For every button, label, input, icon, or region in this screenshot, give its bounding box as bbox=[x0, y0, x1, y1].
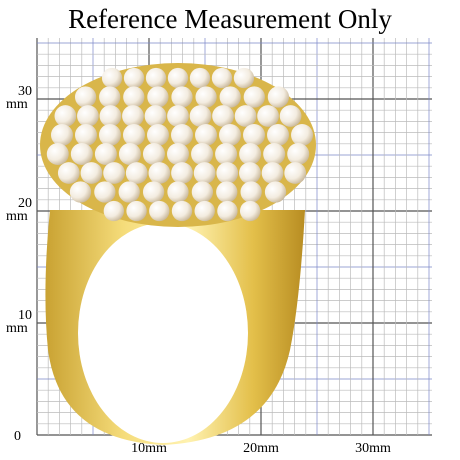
pearl bbox=[94, 181, 116, 203]
y-label-number: 20 bbox=[18, 196, 32, 211]
pearl bbox=[279, 105, 302, 127]
pearl bbox=[142, 143, 165, 165]
pearl bbox=[103, 200, 125, 222]
pearl bbox=[261, 162, 284, 184]
pearl bbox=[243, 86, 265, 108]
pearl bbox=[80, 162, 103, 184]
pearl bbox=[148, 162, 171, 184]
pearl bbox=[99, 105, 122, 127]
pearl bbox=[240, 181, 262, 203]
pearls bbox=[46, 67, 314, 222]
pearl bbox=[243, 124, 266, 146]
pearl bbox=[77, 105, 99, 127]
pearl bbox=[171, 86, 193, 108]
pearl bbox=[70, 143, 93, 165]
pearl bbox=[171, 200, 193, 222]
pearl bbox=[167, 181, 189, 203]
pearl bbox=[147, 124, 169, 146]
pearl bbox=[194, 200, 215, 222]
pearl bbox=[46, 143, 69, 165]
pearl bbox=[118, 143, 141, 165]
pearl bbox=[54, 105, 77, 127]
pearl bbox=[171, 124, 193, 146]
pearl bbox=[193, 162, 216, 184]
pearl bbox=[99, 86, 121, 108]
pearl bbox=[233, 67, 255, 89]
pearl bbox=[287, 143, 310, 165]
pearl bbox=[101, 67, 123, 89]
pearl bbox=[267, 86, 290, 108]
pearl bbox=[171, 162, 193, 184]
pearl bbox=[284, 162, 307, 184]
pearl bbox=[123, 67, 145, 89]
title: Reference Measurement Only bbox=[68, 4, 392, 34]
pearl bbox=[125, 162, 148, 184]
pearl bbox=[239, 143, 262, 165]
pearl bbox=[191, 143, 214, 165]
pearl bbox=[216, 181, 238, 203]
pearl bbox=[118, 181, 140, 203]
pearl bbox=[239, 162, 261, 184]
x-label: 30mm bbox=[355, 441, 391, 456]
pearl bbox=[145, 67, 167, 89]
pearl bbox=[167, 143, 189, 165]
pearl bbox=[257, 105, 279, 127]
pearl bbox=[122, 105, 144, 127]
ring-hole bbox=[78, 223, 248, 443]
pearl bbox=[195, 124, 217, 146]
pearl bbox=[219, 86, 241, 108]
y-label-unit: mm bbox=[6, 321, 28, 336]
pearl bbox=[57, 162, 80, 184]
pearl bbox=[219, 124, 241, 146]
x-label: 10mm bbox=[131, 441, 167, 456]
pearl bbox=[69, 181, 92, 203]
pearl bbox=[215, 143, 238, 165]
pearl bbox=[189, 105, 212, 127]
pearl bbox=[94, 143, 117, 165]
pearl bbox=[147, 86, 169, 108]
pearl bbox=[189, 67, 211, 89]
pearl bbox=[142, 181, 165, 203]
pearl bbox=[195, 86, 217, 108]
pearl bbox=[264, 181, 287, 203]
pearl bbox=[74, 124, 97, 146]
pearl bbox=[234, 105, 257, 127]
pearl bbox=[211, 67, 233, 89]
pearl bbox=[144, 105, 167, 127]
x-label: 20mm bbox=[243, 441, 279, 456]
y-label-unit: mm bbox=[6, 97, 28, 112]
pearl bbox=[217, 200, 238, 222]
pearl bbox=[167, 67, 189, 89]
pearl bbox=[267, 124, 290, 146]
pearl bbox=[263, 143, 286, 165]
pearl bbox=[212, 105, 234, 127]
pearl bbox=[126, 200, 147, 222]
pearl bbox=[216, 162, 239, 184]
pearl bbox=[149, 200, 170, 222]
pearl bbox=[98, 124, 121, 146]
ring bbox=[40, 63, 316, 445]
pearl bbox=[123, 124, 145, 146]
pearl bbox=[167, 105, 189, 127]
pearl bbox=[191, 181, 214, 203]
pearl bbox=[291, 124, 314, 146]
y-label-number: 30 bbox=[18, 84, 32, 99]
y-label-number: 0 bbox=[14, 429, 21, 444]
pearl bbox=[123, 86, 145, 108]
pearl bbox=[74, 86, 97, 108]
y-label-number: 10 bbox=[18, 308, 32, 323]
pearl bbox=[50, 124, 73, 146]
y-label-unit: mm bbox=[6, 209, 28, 224]
pearl bbox=[103, 162, 125, 184]
pearl bbox=[239, 200, 261, 222]
